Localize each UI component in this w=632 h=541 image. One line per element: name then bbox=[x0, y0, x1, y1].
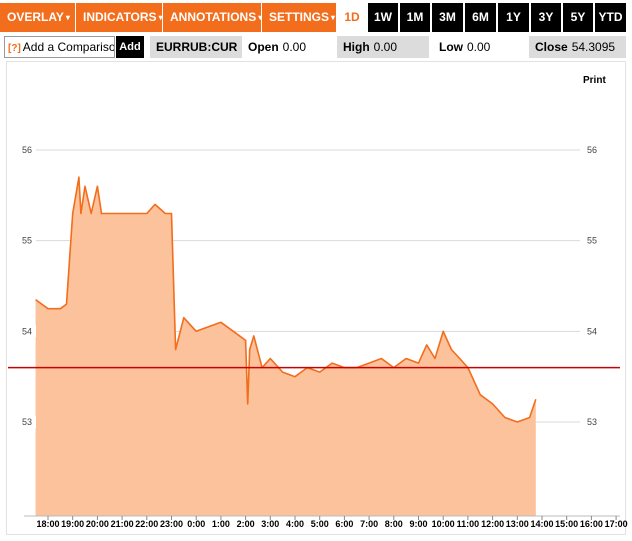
y-tick-box bbox=[584, 144, 601, 156]
y-tick-box bbox=[584, 234, 601, 247]
x-tick-label: 20:00 bbox=[86, 519, 109, 529]
y-tick-label-right: 55 bbox=[587, 236, 597, 246]
chart-toolbar: OVERLAY▾ INDICATORS▾ ANNOTATIONS▾ SETTIN… bbox=[0, 0, 632, 34]
x-tick-label: 19:00 bbox=[61, 519, 84, 529]
x-tick-label: 2:00 bbox=[237, 519, 255, 529]
y-tick-box bbox=[19, 325, 36, 338]
x-tick-label: 6:00 bbox=[335, 519, 353, 529]
y-tick-label-left: 56 bbox=[22, 145, 32, 155]
x-tick-label: 17:00 bbox=[605, 519, 628, 529]
overlay-menu-button[interactable]: OVERLAY ▾ bbox=[0, 3, 75, 32]
high-label: High bbox=[343, 40, 370, 54]
x-tick-label: 16:00 bbox=[580, 519, 603, 529]
y-tick-box bbox=[19, 234, 36, 247]
print-link[interactable]: Print bbox=[583, 75, 606, 86]
high-value: 0.00 bbox=[373, 40, 398, 54]
x-tick-label: 5:00 bbox=[311, 519, 329, 529]
menu-divider bbox=[261, 3, 262, 32]
close-label: Close bbox=[535, 40, 568, 54]
close-value: 54.3095 bbox=[571, 40, 616, 54]
open-label: Open bbox=[248, 40, 279, 54]
add-comparison-button[interactable]: Add bbox=[116, 36, 144, 58]
y-tick-box bbox=[19, 144, 36, 156]
overlay-menu-label: OVERLAY bbox=[7, 10, 64, 24]
menu-divider bbox=[75, 3, 76, 32]
y-tick-box bbox=[584, 416, 601, 428]
x-tick-label: 1:00 bbox=[212, 519, 230, 529]
x-tick-label: 7:00 bbox=[360, 519, 378, 529]
x-tick-label: 10:00 bbox=[432, 519, 455, 529]
price-line bbox=[35, 176, 537, 423]
x-tick-label: 23:00 bbox=[160, 519, 183, 529]
settings-menu-button[interactable]: SETTINGS ▾ bbox=[262, 3, 336, 32]
annotations-menu-label: ANNOTATIONS bbox=[170, 10, 257, 24]
open-value: 0.00 bbox=[282, 40, 307, 54]
y-tick-label-left: 54 bbox=[22, 326, 32, 336]
chevron-down-icon: ▾ bbox=[258, 13, 262, 22]
x-tick-label: 4:00 bbox=[286, 519, 304, 529]
x-tick-label: 9:00 bbox=[409, 519, 427, 529]
x-tick-label: 21:00 bbox=[111, 519, 134, 529]
y-tick-label-left: 55 bbox=[22, 236, 32, 246]
y-tick-label-right: 56 bbox=[587, 145, 597, 155]
add-comparison-input[interactable]: [?] Add a Comparison bbox=[4, 36, 115, 58]
y-tick-box bbox=[584, 325, 601, 338]
y-tick-label-right: 54 bbox=[587, 326, 597, 336]
y-tick-label-left: 53 bbox=[22, 417, 32, 427]
x-tick-label: 18:00 bbox=[36, 519, 59, 529]
range-1y-button[interactable]: 1Y bbox=[498, 3, 529, 32]
add-comparison-placeholder: Add a Comparison bbox=[22, 40, 115, 54]
range-3y-button[interactable]: 3Y bbox=[531, 3, 561, 32]
annotations-menu-button[interactable]: ANNOTATIONS▾ bbox=[163, 3, 262, 32]
y-tick-label-right: 53 bbox=[587, 417, 597, 427]
chevron-down-icon: ▾ bbox=[331, 13, 336, 22]
x-tick-label: 3:00 bbox=[261, 519, 279, 529]
x-tick-label: 12:00 bbox=[481, 519, 504, 529]
chart-frame bbox=[6, 61, 626, 535]
help-icon[interactable]: [?] bbox=[8, 43, 21, 54]
y-tick-box bbox=[19, 416, 36, 428]
ticker-symbol: EURRUB:CUR bbox=[150, 36, 242, 58]
x-tick-label: 0:00 bbox=[187, 519, 205, 529]
chevron-down-icon: ▾ bbox=[65, 13, 70, 22]
range-1w-button[interactable]: 1W bbox=[368, 3, 398, 32]
x-tick-label: 15:00 bbox=[555, 519, 578, 529]
chevron-down-icon: ▾ bbox=[158, 13, 163, 22]
low-value: 0.00 bbox=[467, 40, 491, 54]
indicators-menu-button[interactable]: INDICATORS ▾ bbox=[76, 3, 163, 32]
x-tick-label: 8:00 bbox=[385, 519, 403, 529]
range-1m-button[interactable]: 1M bbox=[400, 3, 430, 32]
range-6m-button[interactable]: 6M bbox=[465, 3, 496, 32]
settings-menu-label: SETTINGS bbox=[269, 10, 330, 24]
x-tick-label: 14:00 bbox=[530, 519, 553, 529]
low-label: Low bbox=[439, 40, 463, 54]
quote-info-bar: [?] Add a Comparison Add EURRUB:CUR Open 0… bbox=[0, 35, 632, 59]
range-3m-button[interactable]: 3M bbox=[432, 3, 463, 32]
x-tick-label: 11:00 bbox=[457, 519, 480, 529]
range-5y-button[interactable]: 5Y bbox=[563, 3, 593, 32]
x-tick-label: 13:00 bbox=[506, 519, 529, 529]
menu-divider bbox=[162, 3, 163, 32]
low-stat: Low 0.00 bbox=[433, 36, 525, 58]
range-1d-button[interactable]: 1D bbox=[337, 3, 367, 32]
indicators-menu-label: INDICATORS bbox=[83, 10, 157, 24]
open-stat: Open 0.00 bbox=[242, 36, 334, 58]
high-stat: High 0.00 bbox=[337, 36, 429, 58]
price-area bbox=[35, 177, 536, 516]
x-tick-label: 22:00 bbox=[135, 519, 158, 529]
close-stat: Close 54.3095 bbox=[529, 36, 626, 58]
range-ytd-button[interactable]: YTD bbox=[595, 3, 626, 32]
